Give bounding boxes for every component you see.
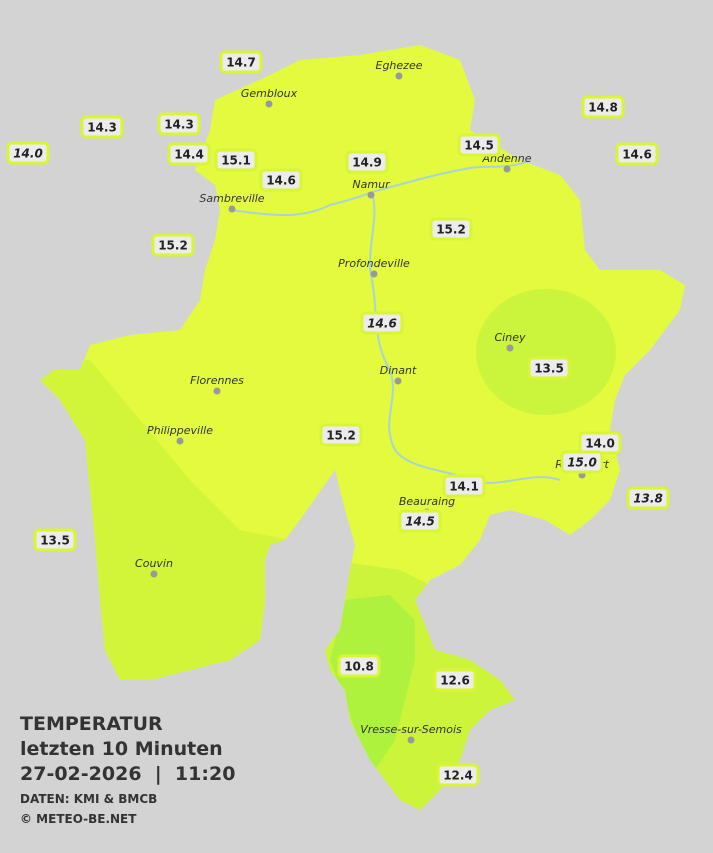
- station-label: 12.4: [443, 769, 473, 783]
- station-label: 14.6: [622, 148, 652, 162]
- station-label: 14.3: [87, 121, 117, 135]
- zone-ciney: [476, 289, 616, 415]
- city-label: Eghezee: [376, 59, 423, 72]
- legend-title: TEMPERATUR: [20, 713, 163, 735]
- city-dot: [394, 377, 402, 385]
- city-dot: [265, 100, 273, 108]
- station-box: [6, 141, 50, 165]
- station-box: [436, 763, 480, 787]
- station-label: 15.0: [567, 456, 597, 470]
- city-label: Philippeville: [147, 424, 213, 437]
- station-box: [157, 112, 201, 136]
- city-label: Florennes: [190, 374, 244, 387]
- city-dot: [395, 72, 403, 80]
- station-label: 12.6: [440, 674, 470, 688]
- station-box: [33, 528, 77, 552]
- station-label: 14.8: [588, 101, 618, 115]
- station-box: [615, 142, 659, 166]
- station-label: 13.5: [40, 534, 70, 548]
- legend-source: DATEN: KMI & BMCB: [20, 792, 157, 806]
- station-label: 15.2: [326, 429, 356, 443]
- station-label: 14.6: [367, 317, 397, 331]
- station-box: [259, 168, 303, 192]
- station-box: [214, 148, 258, 172]
- city-label: Profondeville: [338, 257, 410, 270]
- city-dot: [213, 387, 221, 395]
- station-label: 14.5: [405, 515, 435, 529]
- city-dot: [176, 437, 184, 445]
- legend-copyright: © METEO-BE.NET: [20, 812, 137, 826]
- city-dot: [228, 205, 236, 213]
- city-dot: [407, 736, 415, 744]
- city-dot: [506, 344, 514, 352]
- station-label: 14.6: [266, 174, 296, 188]
- station-box: [527, 356, 571, 380]
- city-dot: [367, 191, 375, 199]
- legend: TEMPERATUR letzten 10 Minuten 27-02-2026…: [20, 713, 235, 826]
- station-box: [337, 654, 381, 678]
- station-box: [626, 486, 670, 510]
- station-box: [429, 217, 473, 241]
- station-label: 13.5: [534, 362, 564, 376]
- station-label: 14.9: [352, 156, 382, 170]
- station-box: [360, 311, 404, 335]
- station-label: 14.5: [464, 139, 494, 153]
- city-dot: [503, 165, 511, 173]
- city-label: Gembloux: [241, 87, 298, 100]
- station-box: [433, 668, 477, 692]
- station-box: [398, 509, 442, 533]
- stations: 14.7 14.3 14.3 14.0 14.4 15.1 14.6 14.9 14.5 14.8…: [6, 50, 670, 787]
- station-label: 14.3: [164, 118, 194, 132]
- station-box: [581, 95, 625, 119]
- legend-datetime: 27-02-2026 | 11:20: [20, 763, 235, 785]
- city-dot: [150, 570, 158, 578]
- city-label: Vresse-sur-Semois: [360, 723, 462, 736]
- station-box: [80, 115, 124, 139]
- station-box: [457, 133, 501, 157]
- station-label: 14.0: [13, 147, 43, 161]
- station-label: 14.1: [449, 480, 479, 494]
- station-box: [345, 150, 389, 174]
- station-box: [151, 233, 195, 257]
- city-label: Couvin: [135, 557, 173, 570]
- station-box: [167, 142, 211, 166]
- city-label: Ciney: [495, 331, 526, 344]
- station-label: 15.1: [221, 154, 251, 168]
- station-box: [219, 50, 263, 74]
- city-label: Beauraing: [399, 495, 455, 508]
- station-label: 14.0: [585, 437, 615, 451]
- zone-cold: [330, 595, 415, 770]
- station-box: [319, 423, 363, 447]
- station-label: 13.8: [633, 492, 663, 506]
- station-label: 14.4: [174, 148, 204, 162]
- city-label: Dinant: [380, 364, 417, 377]
- station-box: [560, 450, 604, 474]
- city-label: Namur: [352, 178, 391, 191]
- legend-subtitle: letzten 10 Minuten: [20, 738, 223, 760]
- station-label: 15.2: [436, 223, 466, 237]
- station-label: 15.2: [158, 239, 188, 253]
- city-dot: [370, 270, 378, 278]
- city-label: Sambreville: [199, 192, 264, 205]
- station-box: [442, 474, 486, 498]
- station-label: 14.7: [226, 56, 256, 70]
- station-label: 10.8: [344, 660, 374, 674]
